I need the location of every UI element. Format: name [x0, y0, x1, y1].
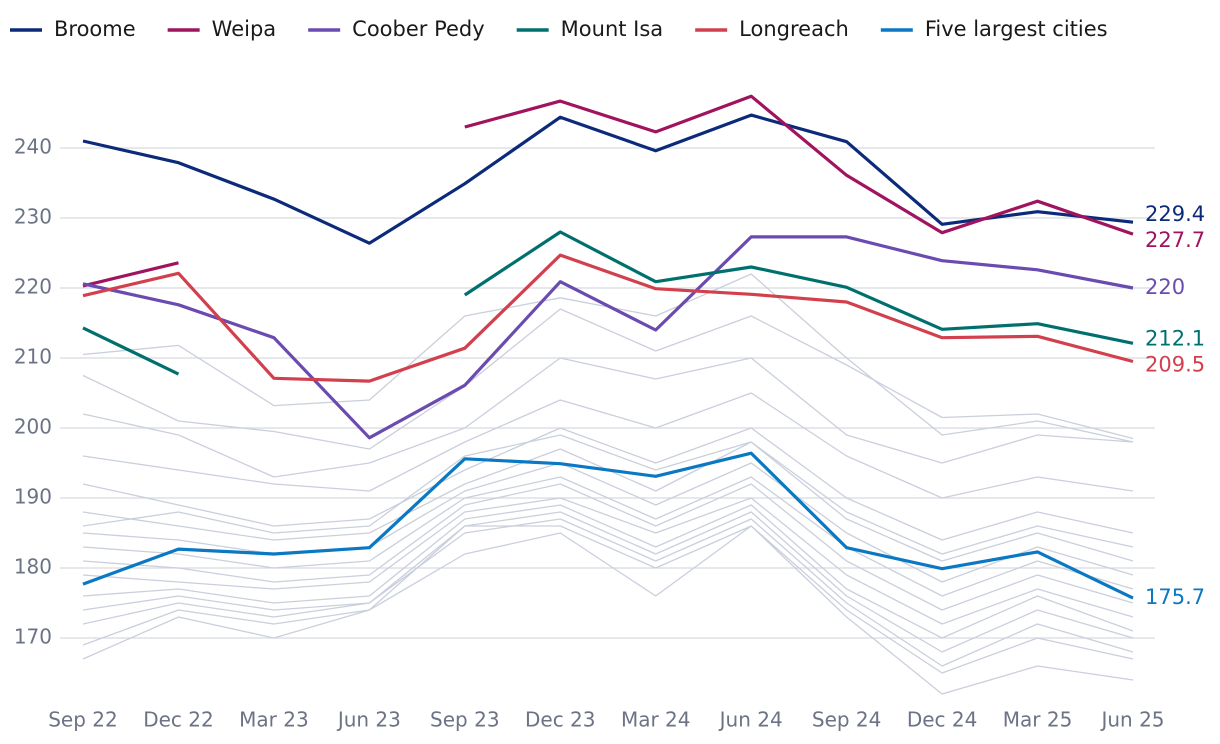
y-tick-label: 200 [14, 415, 52, 439]
series-line [82, 253, 1134, 383]
background-line [82, 434, 1134, 555]
y-tick-label: 240 [14, 135, 52, 159]
background-line [82, 511, 1134, 653]
background-line [82, 441, 1134, 562]
x-tick-label: Mar 24 [621, 708, 691, 732]
end-label: 212.1 [1145, 326, 1205, 350]
y-tick-label: 230 [14, 205, 52, 229]
end-label: 209.5 [1145, 352, 1205, 376]
x-tick-label: Dec 22 [143, 708, 214, 732]
background-line [82, 525, 1134, 674]
end-label: 227.7 [1145, 228, 1205, 252]
background-line [82, 497, 1134, 625]
x-tick-label: Jun 25 [1099, 708, 1164, 732]
background-line [82, 483, 1134, 611]
end-label: 220 [1145, 275, 1185, 299]
x-tick-label: Jun 24 [718, 708, 783, 732]
series-line [82, 235, 1134, 440]
legend-label: Mount Isa [561, 17, 664, 41]
series-line [82, 94, 1134, 288]
x-tick-label: Mar 25 [1003, 708, 1073, 732]
end-label: 175.7 [1145, 585, 1205, 609]
legend-label: Coober Pedy [352, 17, 485, 41]
end-label: 229.4 [1145, 202, 1205, 226]
legend-label: Weipa [212, 17, 277, 41]
background-line [82, 392, 1134, 499]
x-tick-label: Dec 24 [907, 708, 978, 732]
series-line [82, 451, 1134, 600]
y-tick-label: 190 [14, 485, 52, 509]
background-line [82, 308, 1134, 450]
background-line [82, 357, 1134, 478]
x-tick-label: Dec 23 [525, 708, 596, 732]
series-line [82, 230, 1134, 376]
x-tick-label: Mar 23 [239, 708, 309, 732]
y-tick-label: 220 [14, 275, 52, 299]
legend-label: Longreach [739, 17, 849, 41]
legend-label: Broome [54, 17, 136, 41]
background-line [82, 476, 1134, 597]
legend-label: Five largest cities [925, 17, 1108, 41]
background-line [82, 504, 1134, 639]
x-tick-label: Sep 22 [48, 708, 118, 732]
y-tick-label: 210 [14, 345, 52, 369]
background-line [82, 427, 1134, 541]
y-tick-label: 170 [14, 625, 52, 649]
background-line [82, 525, 1134, 695]
y-tick-label: 180 [14, 555, 52, 579]
background-line [82, 518, 1134, 667]
x-tick-label: Sep 23 [430, 708, 500, 732]
x-tick-label: Sep 24 [812, 708, 882, 732]
x-tick-label: Jun 23 [336, 708, 401, 732]
series-line [82, 113, 1134, 245]
